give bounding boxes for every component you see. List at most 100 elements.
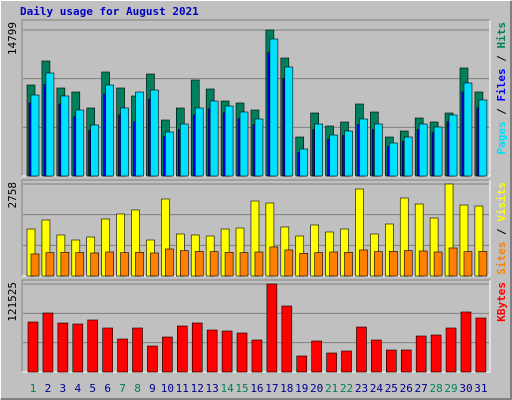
x-tick-label: 10: [161, 382, 174, 395]
bar: [386, 349, 397, 373]
x-tick-label: 7: [119, 382, 126, 395]
bar: [150, 252, 159, 277]
legend-separator: /: [495, 102, 508, 122]
legend: Pages / Files / Hits: [495, 22, 508, 155]
bar: [42, 312, 54, 373]
legend-separator: /: [495, 49, 508, 69]
bar: [102, 327, 113, 373]
bar: [329, 134, 338, 177]
bar: [30, 253, 40, 277]
bar: [478, 99, 488, 177]
x-tick-label: 2: [45, 382, 52, 395]
bar: [120, 252, 129, 277]
x-tick-label: 3: [60, 382, 67, 395]
legend: KBytes: [495, 282, 508, 322]
bar: [206, 329, 218, 373]
bar: [433, 251, 443, 277]
bar: [356, 326, 367, 373]
y-tick-label: 121525: [6, 282, 19, 322]
x-tick-label: 30: [459, 382, 472, 395]
x-tick-label: 8: [134, 382, 141, 395]
panel-bevel: [21, 279, 490, 372]
bar: [87, 319, 99, 373]
bar: [463, 251, 473, 277]
x-tick-label: 11: [176, 382, 189, 395]
bar: [403, 136, 413, 177]
x-tick-label: 5: [89, 382, 96, 395]
bar: [194, 251, 204, 277]
bar: [311, 340, 322, 373]
x-tick-label: 16: [250, 382, 263, 395]
bar: [329, 251, 338, 277]
bar: [30, 94, 40, 177]
bar: [221, 330, 233, 373]
x-tick-label: 14: [220, 382, 234, 395]
bar: [359, 118, 368, 177]
bar: [132, 327, 143, 373]
x-tick-label: 15: [235, 382, 248, 395]
bar: [296, 355, 308, 373]
x-tick-label: 26: [400, 382, 413, 395]
legend-entry: Visits: [495, 182, 508, 222]
bar: [281, 305, 293, 373]
bar: [117, 338, 128, 373]
bar: [314, 252, 323, 277]
x-tick-label: 4: [74, 382, 81, 395]
bar: [180, 250, 189, 277]
x-tick-label: 22: [340, 382, 353, 395]
x-tick-label: 20: [310, 382, 323, 395]
bar: [147, 345, 158, 373]
bar: [448, 114, 458, 177]
x-tick-label: 12: [191, 382, 204, 395]
bar: [224, 252, 234, 277]
x-tick-label: 1: [30, 382, 37, 395]
bar: [403, 250, 413, 277]
bar: [72, 323, 84, 373]
bar: [314, 123, 323, 177]
bar: [90, 252, 100, 277]
x-tick-label: 13: [206, 382, 219, 395]
bar: [460, 311, 472, 373]
bar: [400, 349, 412, 373]
bar: [209, 100, 219, 177]
x-tick-label: 24: [370, 382, 384, 395]
bar: [269, 246, 279, 277]
bar: [194, 107, 204, 177]
bar: [389, 142, 398, 177]
bar: [374, 123, 383, 177]
bar: [254, 118, 264, 177]
bar: [445, 327, 457, 373]
bar: [430, 334, 442, 373]
bar: [239, 252, 249, 277]
bar: [236, 332, 248, 373]
bar: [165, 131, 174, 177]
x-tick-label: 28: [429, 382, 442, 395]
bar: [254, 251, 264, 277]
legend-separator: /: [495, 222, 508, 242]
bar: [418, 123, 428, 177]
bar: [266, 283, 278, 373]
x-tick-label: 9: [149, 382, 156, 395]
bar: [448, 247, 458, 277]
legend-entry: Hits: [495, 22, 508, 49]
bar: [239, 111, 249, 177]
bar: [57, 322, 69, 373]
bar: [341, 350, 352, 373]
bar: [162, 336, 173, 373]
bar: [389, 251, 398, 277]
legend-entry: Files: [495, 68, 508, 101]
bar: [433, 126, 443, 177]
legend-entry: Pages: [495, 121, 508, 154]
x-tick-label: 19: [295, 382, 308, 395]
bar: [150, 89, 159, 177]
bar: [344, 252, 353, 277]
x-tick-label: 29: [444, 382, 457, 395]
x-tick-label: 23: [355, 382, 368, 395]
bar: [165, 248, 174, 277]
y-tick-label: 14799: [6, 22, 19, 55]
x-tick-label: 25: [385, 382, 398, 395]
panel-bevel: [21, 19, 490, 176]
panel-bevel: [21, 179, 490, 276]
